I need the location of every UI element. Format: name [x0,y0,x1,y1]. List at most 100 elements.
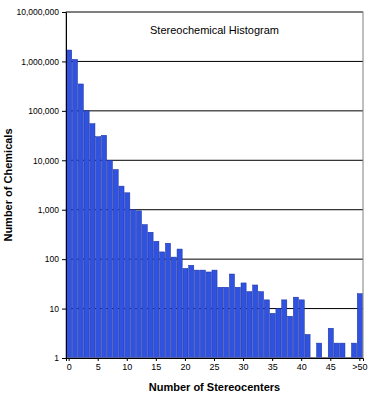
x-tick-label: 20 [180,362,190,372]
y-tick-mark [62,259,66,260]
bar [67,50,72,358]
bar [299,300,304,358]
plot-frame [66,12,363,358]
x-tick-mark [359,358,360,361]
y-tick: 1,000 [38,205,66,215]
bar [334,343,339,358]
bar [264,300,269,358]
bar [253,285,258,358]
y-tick-label: 1,000,000 [21,57,59,67]
x-tick: 25 [209,358,219,372]
y-tick-label: 10,000,000 [16,7,59,17]
x-tick: 35 [268,358,278,372]
bar [148,232,153,358]
y-tick-mark [62,358,66,359]
x-axis: 0 5 10 15 20 25 30 35 40 45 >50 [67,358,368,372]
x-tick-label: 30 [239,362,249,372]
bar [270,313,275,358]
bars [67,50,363,358]
bar [357,294,362,358]
y-tick-label: 10,000 [33,156,59,166]
bar [351,343,356,358]
x-tick: >50 [352,358,367,372]
bar [177,249,182,358]
bar [113,170,118,358]
bar [200,270,205,358]
y-tick: 10,000,000 [16,7,66,17]
bar [72,59,77,358]
x-tick-mark [69,358,70,361]
x-tick-label: 10 [122,362,132,372]
bar [96,137,101,358]
x-tick-label: 40 [297,362,307,372]
x-tick-mark [127,358,128,361]
bar [90,124,95,358]
x-tick-label: 0 [67,362,72,372]
bar [212,270,217,358]
y-tick-label: 1,000 [38,205,60,215]
x-tick: 10 [122,358,132,372]
bar [101,135,106,358]
bar [206,272,211,358]
bar [183,268,188,358]
x-tick-mark [214,358,215,361]
grid [66,12,363,358]
bar [229,274,234,358]
chart: 1101001,00010,000100,0001,000,00010,000,… [0,0,371,401]
y-axis-line [62,13,67,359]
x-tick: 0 [67,358,72,372]
bar [154,241,159,358]
title: Stereochemical Histogram [150,24,279,36]
bar [247,292,252,358]
x-tick-mark [98,358,99,361]
x-tick: 30 [239,358,249,372]
x-tick-label: 45 [326,362,336,372]
grid-line [66,110,363,111]
bar [125,193,130,358]
bar [165,243,170,358]
y-tick-mark [62,160,66,161]
bar [224,287,229,358]
bar [136,211,141,358]
y-tick: 100 [45,254,66,264]
y-tick-mark [62,210,66,211]
x-tick: 5 [96,358,101,372]
x-tick: 40 [297,358,307,372]
y-tick: 1,000,000 [21,57,66,67]
bar [282,300,287,358]
y-tick-mark [62,111,66,112]
bar [189,265,194,358]
y-tick-mark [62,12,66,13]
bar [293,297,298,358]
x-tick-label: 15 [151,362,161,372]
x-axis-title: Number of Stereocenters [149,381,280,393]
bar [340,343,345,358]
bar [131,210,136,358]
x-tick-mark [301,358,302,361]
bar [171,257,176,358]
y-tick-mark [62,61,66,62]
y-tick: 1 [54,353,66,363]
x-tick-mark [156,358,157,361]
bar [160,252,165,358]
y-axis: 1 10 100 1,000 10,000 100,000 1,000,000 10,000,… [16,7,66,363]
bar [288,316,293,358]
x-tick-label: >50 [352,362,367,372]
bar [84,111,89,358]
x-tick-mark [330,358,331,361]
x-tick-label: 25 [209,362,219,372]
y-tick: 100,000 [28,106,66,116]
y-tick-label: 100 [45,254,59,264]
x-tick-label: 35 [268,362,278,372]
bar [218,287,223,358]
x-tick: 20 [180,358,190,372]
x-tick-label: 5 [96,362,101,372]
y-tick-label: 10 [50,304,60,314]
bar [241,283,246,358]
x-axis-line [67,359,364,362]
y-tick-label: 1 [54,353,59,363]
bar [194,270,199,358]
bar [328,328,333,358]
y-axis-title: Number of Chemicals [2,128,14,241]
y-tick-label: 100,000 [28,106,59,116]
